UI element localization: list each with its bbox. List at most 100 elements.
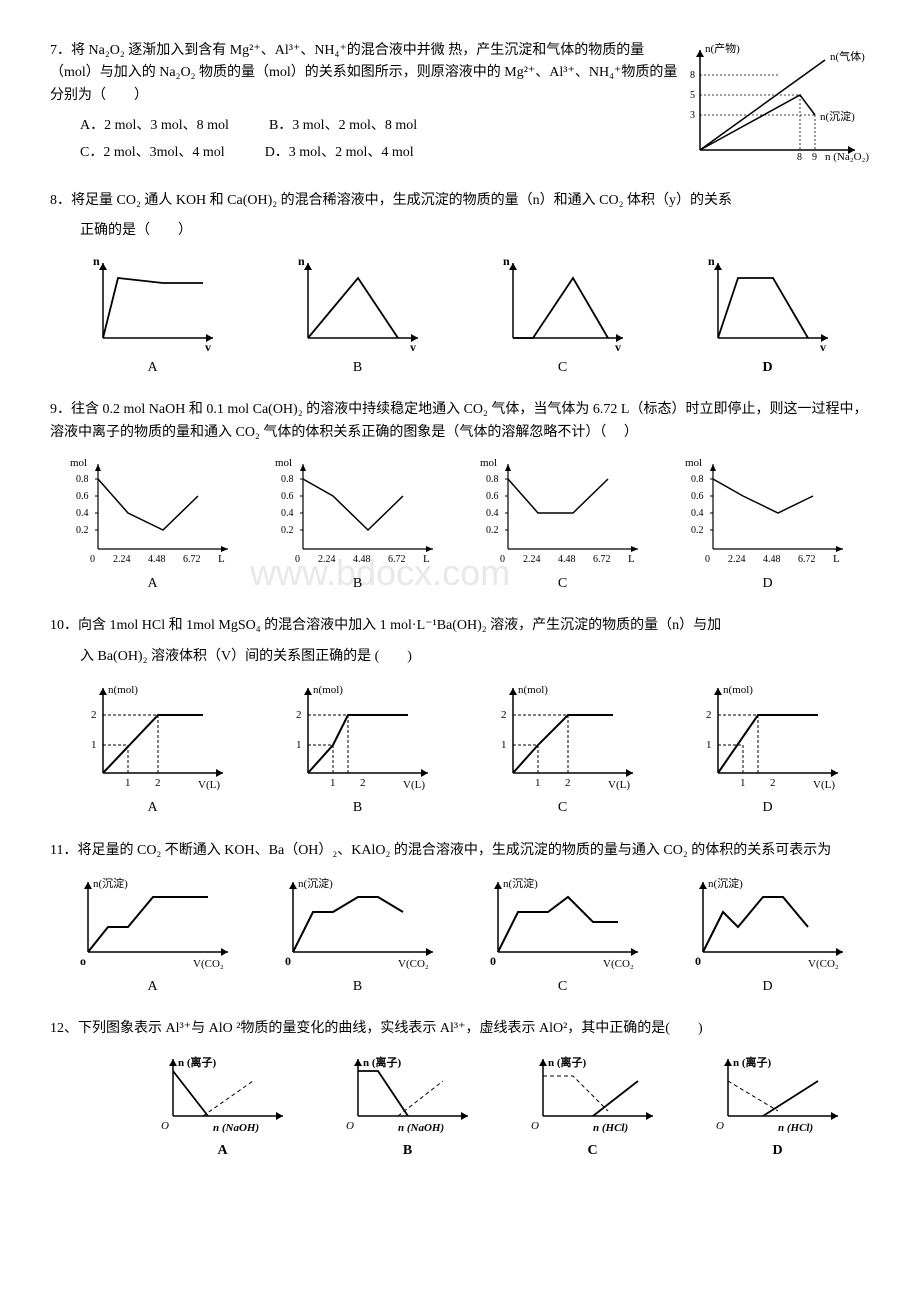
q12-chart-a: n (离子) n (NaOH) O A (153, 1051, 293, 1162)
svg-text:0: 0 (695, 954, 701, 968)
svg-text:2.24: 2.24 (523, 554, 541, 565)
svg-text:1: 1 (296, 739, 302, 751)
q12-text: 12、下列图象表示 Al³⁺与 AlO ²物质的量变化的曲线，实线表示 Al³⁺… (50, 1018, 870, 1040)
svg-text:n(沉淀): n(沉淀) (708, 876, 743, 890)
svg-text:n: n (93, 254, 100, 268)
svg-text:1: 1 (91, 739, 97, 751)
svg-text:v: v (820, 340, 826, 353)
svg-text:0: 0 (705, 554, 710, 565)
svg-text:mol: mol (480, 457, 497, 469)
q10-text: 10．向含 1mol HCl 和 1mol MgSO₄ 的混合溶液中加入 1 m… (50, 615, 870, 637)
q9-chart-d: mol L 0.8 0.6 0.4 0.2 0 2.24 4.48 6.72 D (683, 454, 853, 595)
svg-text:0.2: 0.2 (486, 525, 499, 536)
svg-text:n(mol): n(mol) (313, 684, 343, 696)
svg-text:0: 0 (295, 554, 300, 565)
svg-text:0.8: 0.8 (486, 474, 499, 485)
svg-text:n(mol): n(mol) (518, 684, 548, 696)
svg-text:n (离子): n (离子) (548, 1055, 587, 1069)
svg-text:n (离子): n (离子) (363, 1055, 402, 1069)
svg-text:2: 2 (770, 777, 776, 789)
svg-text:n(沉淀): n(沉淀) (93, 876, 128, 890)
svg-text:0.4: 0.4 (486, 508, 499, 519)
svg-text:mol: mol (275, 457, 292, 469)
svg-text:V(CO₂: V(CO₂ (603, 958, 634, 970)
svg-text:2.24: 2.24 (728, 554, 746, 565)
q9-chart-c: mol L 0.8 0.6 0.4 0.2 0 2.24 4.48 6.72 C (478, 454, 648, 595)
q10-chart-a: n(mol) V(L) 2 1 1 2 A (73, 678, 233, 819)
svg-text:2: 2 (91, 709, 97, 721)
svg-text:n(沉淀): n(沉淀) (298, 876, 333, 890)
svg-text:6.72: 6.72 (798, 554, 816, 565)
svg-text:0: 0 (490, 954, 496, 968)
q10-chart-b: n(mol) V(L) 2 1 1 2 B (278, 678, 438, 819)
question-11: 11．将足量的 CO₂ 不断通入 KOH、Ba（OH）₂、KAlO₂ 的混合溶液… (50, 840, 870, 999)
svg-text:0.4: 0.4 (76, 508, 89, 519)
question-10: 10．向含 1mol HCl 和 1mol MgSO₄ 的混合溶液中加入 1 m… (50, 615, 870, 819)
svg-text:2: 2 (565, 777, 571, 789)
q12-chart-d: n (离子) n (HCl) O D (708, 1051, 848, 1162)
svg-text:v: v (615, 340, 621, 353)
svg-text:mol: mol (685, 457, 702, 469)
svg-text:n(沉淀): n(沉淀) (820, 109, 855, 123)
svg-text:n: n (503, 254, 510, 268)
svg-text:2: 2 (501, 709, 507, 721)
svg-text:6.72: 6.72 (183, 554, 201, 565)
svg-text:8: 8 (690, 70, 695, 81)
svg-text:V(L): V(L) (813, 779, 835, 791)
svg-text:v: v (205, 340, 211, 353)
svg-text:0.6: 0.6 (691, 491, 704, 502)
q8-chart-b: n v B (288, 253, 428, 379)
svg-text:2: 2 (360, 777, 366, 789)
svg-text:n: n (298, 254, 305, 268)
svg-text:n: n (708, 254, 715, 268)
svg-text:1: 1 (740, 777, 746, 789)
q10-chart-c: n(mol) V(L) 2 1 1 2 C (483, 678, 643, 819)
svg-text:0: 0 (285, 954, 291, 968)
q11-chart-a: n(沉淀) V(CO₂ o A (68, 872, 238, 998)
q9-text: 9．往含 0.2 mol NaOH 和 0.1 mol Ca(OH)₂ 的溶液中… (50, 399, 870, 444)
svg-text:n(mol): n(mol) (723, 684, 753, 696)
svg-text:2: 2 (155, 777, 161, 789)
svg-text:L: L (423, 553, 430, 565)
q8-chart-c: n v C (493, 253, 633, 379)
svg-text:1: 1 (125, 777, 131, 789)
svg-text:6.72: 6.72 (388, 554, 406, 565)
svg-text:n (Na₂O₂): n (Na₂O₂) (825, 151, 869, 163)
q8-chart-d: n v D (698, 253, 838, 379)
svg-text:0.2: 0.2 (691, 525, 704, 536)
svg-text:8: 8 (797, 152, 802, 163)
q8-text2: 正确的是（ ） (80, 220, 870, 242)
question-9: 9．往含 0.2 mol NaOH 和 0.1 mol Ca(OH)₂ 的溶液中… (50, 399, 870, 595)
svg-text:9: 9 (812, 152, 817, 163)
svg-text:0.6: 0.6 (281, 491, 294, 502)
svg-text:mol: mol (70, 457, 87, 469)
svg-text:0.2: 0.2 (76, 525, 89, 536)
svg-text:5: 5 (690, 90, 695, 101)
q9-chart-a: mol L 0.8 0.6 0.4 0.2 0 2.24 4.48 6.72 A (68, 454, 238, 595)
svg-text:V(L): V(L) (608, 779, 630, 791)
svg-text:0.8: 0.8 (76, 474, 89, 485)
svg-text:4.48: 4.48 (558, 554, 576, 565)
q7-chart: n(产物) n (Na₂O₂) n(气体) n(沉淀) 8 5 3 8 9 (680, 40, 870, 170)
svg-text:4.48: 4.48 (148, 554, 166, 565)
q8-text: 8．将足量 CO₂ 通人 KOH 和 Ca(OH)₂ 的混合稀溶液中，生成沉淀的… (50, 190, 870, 212)
svg-text:0.6: 0.6 (486, 491, 499, 502)
svg-text:n(气体): n(气体) (830, 49, 865, 63)
svg-text:0.4: 0.4 (691, 508, 704, 519)
svg-text:4.48: 4.48 (763, 554, 781, 565)
svg-text:n(mol): n(mol) (108, 684, 138, 696)
svg-text:0.4: 0.4 (281, 508, 294, 519)
q10-chart-d: n(mol) V(L) 2 1 1 2 D (688, 678, 848, 819)
question-7: 7．将 Na₂O₂ 逐渐加入到含有 Mg²⁺、Al³⁺、NH₄⁺的混合液中并微 … (50, 40, 870, 170)
svg-text:n (HCl): n (HCl) (593, 1122, 628, 1134)
svg-text:O: O (531, 1120, 539, 1132)
q12-chart-b: n (离子) n (NaOH) O B (338, 1051, 478, 1162)
svg-text:n (NaOH): n (NaOH) (213, 1122, 259, 1134)
q10-text2: 入 Ba(OH)₂ 溶液体积（V）间的关系图正确的是 ( ) (80, 646, 870, 668)
svg-text:L: L (833, 553, 840, 565)
q7-text: 7．将 Na₂O₂ 逐渐加入到含有 Mg²⁺、Al³⁺、NH₄⁺的混合液中并微 … (50, 40, 680, 107)
svg-text:O: O (161, 1120, 169, 1132)
q9-chart-b: mol L 0.8 0.6 0.4 0.2 0 2.24 4.48 6.72 B (273, 454, 443, 595)
svg-text:V(CO₂: V(CO₂ (398, 958, 429, 970)
q12-chart-c: n (离子) n (HCl) O C (523, 1051, 663, 1162)
